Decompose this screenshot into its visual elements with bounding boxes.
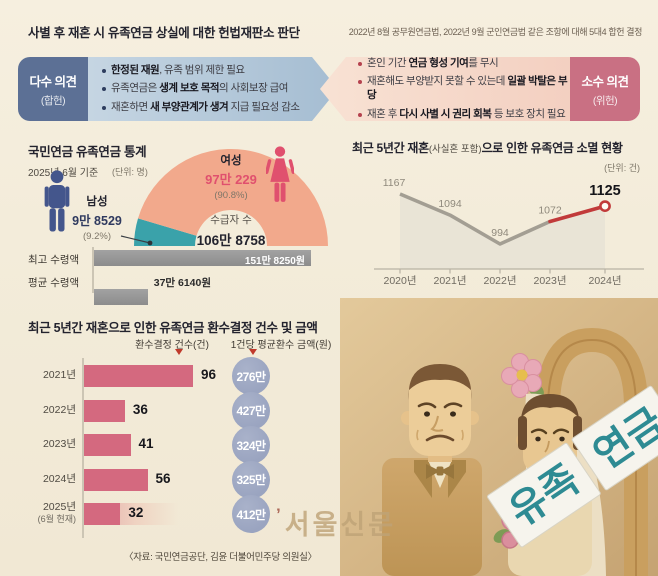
- male-callout-line: [120, 235, 153, 246]
- female-name: 여성: [220, 155, 242, 167]
- recovery-bar: [84, 365, 193, 387]
- svg-text:2024년: 2024년: [588, 275, 621, 287]
- bullet-dot-icon: [358, 61, 362, 66]
- avg-amount-value: 37만 6140원: [153, 277, 212, 289]
- female-value: 97만 229: [205, 172, 257, 187]
- bullet-dot-icon: [102, 87, 106, 91]
- bullet-dot-icon: [102, 69, 106, 73]
- avg-recovery-amount-circle: 324만: [232, 426, 270, 464]
- male-value: 9만 8529: [72, 214, 122, 228]
- source-note: 〈자료: 국민연금공단, 김윤 더불어민주당 의원실〉: [124, 552, 317, 563]
- male-icon: [44, 170, 70, 232]
- bullet-dot-icon: [358, 80, 362, 85]
- male-stat-block: 남성 9만 8529 (9.2%): [64, 193, 130, 242]
- max-amount-value: 151만 8250원: [244, 256, 305, 267]
- opinion-bullet: 혼인 기간 연금 형성 기여를 무시: [358, 57, 568, 70]
- page-subtitle: 2022년 8월 공무원연금법, 2022년 9월 군인연금법 같은 조항에 대…: [348, 27, 643, 37]
- recovery-year-label: 2024년: [42, 472, 76, 485]
- svg-text:1072: 1072: [538, 204, 562, 216]
- recovery-axis: [82, 358, 84, 538]
- recovery-bar: [84, 503, 121, 525]
- recovery-bar-value: 32: [128, 505, 144, 520]
- opinion-bullet: 재혼 후 다시 사별 시 권리 회복 등 보호 장치 필요: [358, 108, 568, 121]
- stats-title: 국민연금 유족연금 통계: [28, 145, 147, 159]
- majority-stance: (합헌): [40, 94, 66, 107]
- opinion-bullet: 유족연금은 생계 보호 목적의 사회보장 급여: [102, 82, 304, 96]
- majority-label: 다수 의견 (합헌): [18, 57, 88, 121]
- avg-recovery-amount-circle: 427만: [232, 391, 270, 430]
- female-stat-block: 여성 97만 229 (90.8%): [181, 152, 281, 201]
- col2-marker-icon: [249, 349, 257, 355]
- avg-amount-bar: [94, 289, 148, 305]
- recovery-bar: [84, 399, 125, 422]
- minority-label-text: 소수 의견: [581, 74, 629, 89]
- wedding-illustration: 유족 연금: [340, 298, 658, 576]
- line-chart-unit: (단위: 건): [604, 163, 640, 173]
- svg-text:1094: 1094: [438, 198, 462, 210]
- opinion-bullet: 한정된 재원, 유족 범위 제한 필요: [102, 64, 304, 78]
- amount-axis: [92, 247, 94, 293]
- minority-label: 소수 의견 (위헌): [570, 57, 640, 121]
- line-chart-title: 최근 5년간 재혼(사실혼 포함)으로 인한 유족연금 소멸 현황: [352, 141, 623, 155]
- svg-text:2023년: 2023년: [533, 275, 566, 287]
- minority-stance: (위헌): [592, 94, 618, 107]
- majority-label-text: 다수 의견: [29, 74, 77, 89]
- avg-recovery-amount-circle: 412만: [232, 495, 270, 533]
- arch-flower: [501, 353, 544, 398]
- avg-recovery-amount-circle: 276만: [232, 357, 270, 395]
- recovery-year-label: 2022년: [42, 403, 76, 416]
- donut-slice: [134, 218, 197, 246]
- recovery-bar-value: 41: [138, 436, 154, 451]
- opinion-bullet: 재혼하면 새 부양관계가 생겨 지급 필요성 감소: [102, 101, 304, 115]
- male-name: 남성: [86, 196, 108, 208]
- svg-text:1167: 1167: [383, 177, 406, 189]
- donut-center-block: 수급자 수 106만 8758: [186, 212, 276, 249]
- recovery-chart-title: 최근 5년간 재혼으로 인한 유족연금 환수결정 건수 및 금액: [28, 321, 318, 335]
- recovery-bar-value: 36: [132, 401, 148, 417]
- watermark-mark: ’: [276, 505, 284, 524]
- arch-edge: [547, 338, 637, 576]
- col1-marker-icon: [175, 349, 183, 355]
- stats-asof: 2025년 6월 기준: [28, 168, 99, 179]
- svg-text:2022년: 2022년: [483, 275, 516, 287]
- extinguished-line-chart: 1167 1094 994 1072 1125 2020년 2021년 2022년 2023년 2…: [374, 177, 644, 287]
- recovery-col1-header: 환수결정 건수(건): [135, 340, 209, 351]
- max-amount-label: 최고 수령액: [28, 254, 80, 266]
- recovery-bar: [84, 468, 148, 491]
- female-icon: [266, 146, 294, 202]
- recovery-bar-value: 56: [155, 470, 171, 486]
- recovery-bar: [84, 434, 131, 456]
- max-amount-bar: 151만 8250원: [94, 250, 311, 267]
- svg-text:2021년: 2021년: [433, 275, 466, 287]
- recovery-year-label: 2025년 (6월 현재): [37, 501, 76, 525]
- bullet-dot-icon: [102, 106, 106, 110]
- groom-figure: [382, 364, 482, 576]
- bow-tie: [426, 464, 454, 479]
- recipients-label: 수급자 수: [210, 214, 252, 226]
- stats-unit: (단위: 명): [112, 167, 148, 177]
- recovery-bar-chart: 2021년 96 276만 2022년 36 427만 2023년 41 324만 2024년 56…: [18, 356, 348, 552]
- watermark-text: 서울신문: [284, 510, 397, 540]
- recovery-bar-value: 96: [200, 367, 216, 382]
- recipients-value: 106만 8758: [196, 233, 266, 248]
- avg-amount-label: 평균 수령액: [28, 277, 80, 289]
- recovery-col2-header: 1건당 평균환수 금액(원): [230, 340, 332, 351]
- page-title: 사별 후 재혼 시 유족연금 상실에 대한 헌법재판소 판단: [28, 26, 300, 40]
- svg-text:994: 994: [491, 227, 509, 239]
- bullet-dot-icon: [358, 112, 362, 117]
- avg-recovery-amount-circle: 325만: [232, 460, 270, 499]
- svg-text:1125: 1125: [589, 183, 620, 199]
- female-pct: (90.8%): [214, 190, 248, 201]
- svg-text:2020년: 2020년: [383, 275, 416, 287]
- male-pct: (9.2%): [83, 231, 111, 242]
- recovery-year-label: 2023년: [42, 438, 76, 450]
- opinion-bullet: 재혼해도 부양받지 못할 수 있는데 일괄 박탈은 부당: [358, 75, 568, 102]
- watermark: ’서울신문: [276, 503, 396, 542]
- recovery-year-label: 2021년: [42, 369, 76, 381]
